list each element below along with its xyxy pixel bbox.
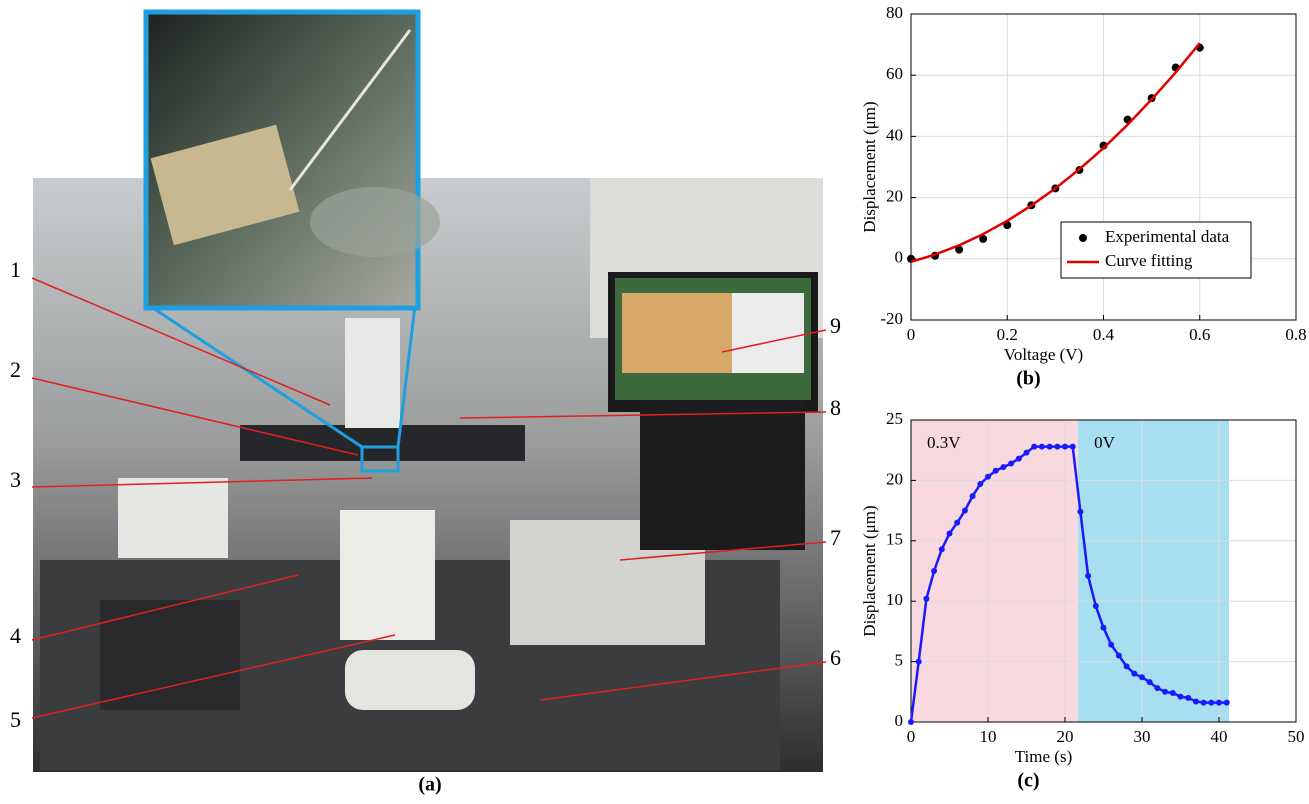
- data-point: [1146, 679, 1153, 686]
- photo-labels: 1 2 3 4 5 6 7 8 9: [10, 257, 841, 732]
- data-point: [1023, 449, 1030, 456]
- y-tick-label: 0: [895, 248, 904, 267]
- y-tick-label: 20: [886, 469, 903, 488]
- x-axis-label: Time (s): [1015, 747, 1072, 766]
- label-leaders: [31, 277, 827, 719]
- data-point: [1008, 460, 1015, 467]
- photo-label: 9: [830, 313, 841, 338]
- x-tick-label: 0.8: [1285, 325, 1306, 344]
- y-tick-label: 25: [886, 409, 903, 428]
- data-point: [1108, 641, 1115, 648]
- y-axis-label: Displacement (μm): [860, 505, 879, 636]
- plot-frame: [910, 13, 1297, 321]
- data-point: [1000, 464, 1007, 471]
- x-tick-label: 0.6: [1189, 325, 1210, 344]
- y-tick-label: 0: [895, 711, 904, 730]
- data-point: [1123, 663, 1130, 670]
- data-point: [1115, 652, 1122, 659]
- x-tick-label: 40: [1211, 727, 1228, 746]
- region: [1078, 420, 1230, 722]
- data-point: [1216, 699, 1222, 706]
- y-tick-label: 40: [886, 125, 903, 144]
- photo-label: 8: [830, 395, 841, 420]
- data-point: [954, 519, 961, 526]
- data-point: [979, 234, 988, 243]
- data-point: [1031, 443, 1038, 450]
- caption: (a): [418, 774, 441, 796]
- data-point: [969, 493, 976, 500]
- data-point: [1139, 674, 1145, 681]
- photo-label: 7: [830, 525, 841, 550]
- data-point: [1154, 685, 1161, 692]
- data-point: [985, 473, 991, 480]
- data-point: [1085, 572, 1092, 579]
- y-tick-label: -20: [880, 309, 903, 328]
- plot-frame: [910, 419, 1297, 723]
- photo-label: 6: [830, 645, 841, 670]
- data-point: [931, 568, 938, 574]
- data-point: [908, 719, 914, 725]
- x-tick-label: 10: [980, 727, 997, 746]
- photo-label: 3: [10, 467, 21, 492]
- data-point: [1192, 698, 1199, 705]
- x-tick-label: 0.2: [997, 325, 1018, 344]
- y-tick-label: 80: [886, 3, 903, 22]
- data-point: [915, 658, 922, 665]
- data-point: [946, 530, 953, 537]
- data-point: [1092, 603, 1099, 610]
- data-point: [955, 245, 964, 254]
- x-axis-label: Voltage (V): [1004, 345, 1083, 364]
- region-label: 0.3V: [927, 433, 961, 452]
- data-point: [961, 507, 968, 514]
- data-point: [938, 546, 945, 553]
- data-point: [1038, 443, 1045, 450]
- y-tick-label: 15: [886, 530, 903, 549]
- data-point: [1046, 443, 1053, 450]
- caption: (c): [1017, 770, 1039, 792]
- data-point: [1185, 694, 1192, 701]
- x-tick-label: 0.4: [1093, 325, 1115, 344]
- data-point: [1100, 624, 1107, 631]
- data-point: [1015, 455, 1022, 462]
- data-point: [1077, 508, 1084, 515]
- caption: (b): [1016, 368, 1040, 390]
- legend-swatch: [1079, 234, 1087, 242]
- x-tick-label: 20: [1057, 727, 1074, 746]
- data-point: [1062, 443, 1068, 450]
- y-axis-label: Displacement (μm): [860, 101, 879, 232]
- data-point: [1208, 699, 1215, 706]
- data-point: [1177, 693, 1184, 700]
- y-tick-label: 20: [886, 187, 903, 206]
- legend-label: Curve fitting: [1105, 251, 1193, 270]
- x-tick-label: 30: [1134, 727, 1151, 746]
- photo: [33, 9, 823, 772]
- data-point: [992, 467, 999, 474]
- data-line: [910, 42, 1201, 264]
- data-point: [1162, 688, 1169, 695]
- data-point: [1169, 690, 1176, 697]
- x-tick-label: 50: [1288, 727, 1305, 746]
- data-point: [1131, 670, 1138, 677]
- x-tick-label: 0: [907, 727, 916, 746]
- y-tick-label: 5: [895, 651, 904, 670]
- data-point: [977, 481, 984, 488]
- y-tick-label: 10: [886, 590, 903, 609]
- legend-box: [1060, 221, 1252, 279]
- data-point: [923, 595, 930, 602]
- data-point: [1069, 443, 1076, 450]
- data-point: [1054, 443, 1061, 450]
- photo-label: 5: [10, 707, 21, 732]
- legend-label: Experimental data: [1105, 227, 1230, 246]
- region-label: 0V: [1094, 433, 1116, 452]
- photo-label: 2: [10, 357, 21, 382]
- y-tick-label: 60: [886, 64, 903, 83]
- x-tick-label: 0: [907, 325, 916, 344]
- data-point: [1200, 699, 1207, 706]
- photo-label: 1: [10, 257, 21, 282]
- data-point: [1223, 699, 1230, 706]
- photo-label: 4: [10, 623, 21, 648]
